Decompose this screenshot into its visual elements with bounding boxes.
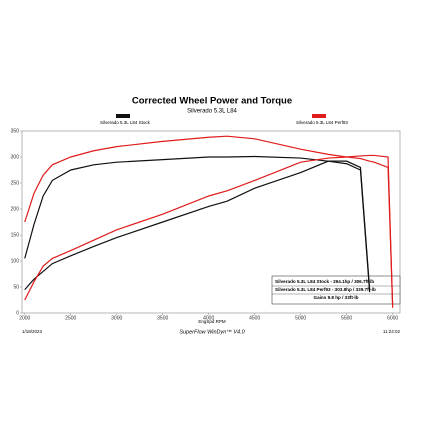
legend-label: Silverado 5.3L L84 Stock bbox=[100, 120, 151, 125]
footer-time: 11:24:02 bbox=[383, 329, 401, 334]
x-tick-label: 5500 bbox=[341, 315, 352, 321]
plot-frame bbox=[21, 130, 401, 314]
y-tick-label: 100 bbox=[11, 258, 20, 264]
y-tick-label: 150 bbox=[11, 232, 20, 238]
y-tick-label: 0 bbox=[16, 310, 19, 316]
y-tick-label: 200 bbox=[11, 206, 20, 212]
footer-date: 1/18/2023 bbox=[22, 329, 43, 334]
legend-swatch bbox=[312, 114, 326, 118]
y-tick-label: 300 bbox=[11, 154, 20, 160]
summary-box bbox=[271, 275, 401, 305]
chart-subtitle: Silverado 5.3L L84 bbox=[187, 109, 237, 115]
torque-line bbox=[24, 135, 394, 306]
power-line bbox=[24, 160, 371, 290]
summary-text: Silverado 5.3L L84 Perf93 - 303.8hp / 33… bbox=[275, 287, 376, 292]
power-line bbox=[24, 154, 394, 308]
summary-text: Gains 9.8 hp / 33ft-lb bbox=[314, 295, 359, 300]
y-tick-label: 350 bbox=[11, 128, 20, 134]
x-tick-label: 3500 bbox=[157, 315, 168, 321]
x-tick-label: 5000 bbox=[295, 315, 306, 321]
legend-label: Silverado 5.3L L84 Perf93 bbox=[296, 120, 348, 125]
summary-text: Silverado 5.3L L84 Stock - 294.1hp / 306… bbox=[275, 279, 374, 284]
x-tick-label: 4000 bbox=[203, 315, 214, 321]
y-tick-label: 50 bbox=[13, 284, 19, 290]
footer-software: SuperFlow WinDyn™ V4.0 bbox=[179, 329, 245, 335]
legend-swatch bbox=[116, 114, 130, 118]
x-tick-label: 2000 bbox=[19, 315, 30, 321]
y-tick-label: 250 bbox=[11, 180, 20, 186]
x-tick-label: 3000 bbox=[111, 315, 122, 321]
x-axis-label: EngSpd RPM bbox=[198, 319, 226, 324]
x-tick-label: 4500 bbox=[249, 315, 260, 321]
x-tick-label: 6000 bbox=[387, 315, 398, 321]
x-tick-label: 2500 bbox=[65, 315, 76, 321]
chart-title: Corrected Wheel Power and Torque bbox=[132, 96, 292, 107]
torque-line bbox=[24, 155, 371, 293]
